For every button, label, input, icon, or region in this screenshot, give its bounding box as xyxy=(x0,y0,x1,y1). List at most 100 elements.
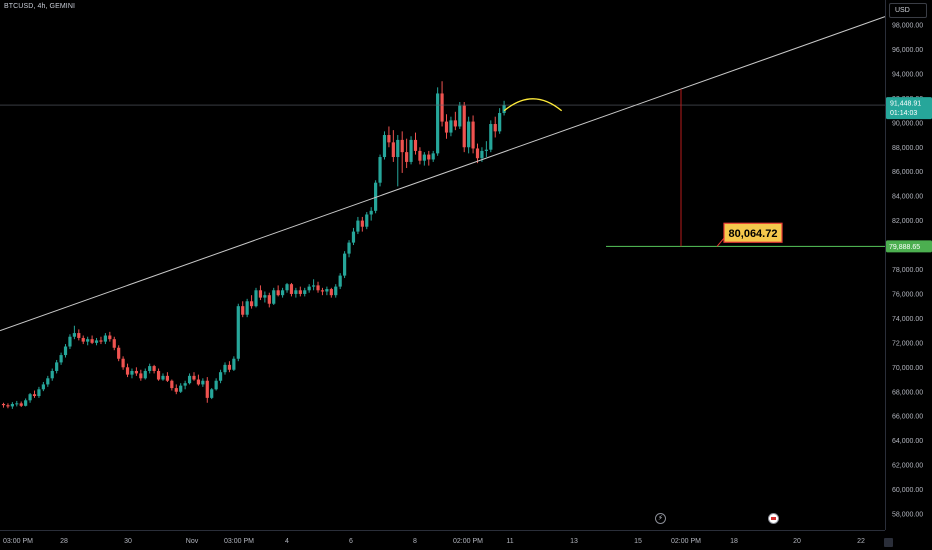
candle xyxy=(493,116,497,138)
candle-body xyxy=(15,403,19,405)
candle-body xyxy=(103,335,107,342)
candle xyxy=(103,333,107,345)
candle xyxy=(63,344,68,358)
candle-body xyxy=(50,370,54,379)
candle-body xyxy=(192,375,196,380)
candle xyxy=(285,282,289,293)
candle xyxy=(440,81,444,127)
candle xyxy=(467,116,471,154)
candle-body xyxy=(254,290,258,307)
candle xyxy=(68,334,72,349)
candle xyxy=(201,378,205,387)
candle xyxy=(422,152,426,166)
time-tick-label: 4 xyxy=(285,538,289,545)
candle xyxy=(289,282,294,297)
candle-body xyxy=(218,372,223,381)
candle xyxy=(449,116,453,137)
currency-button[interactable]: USD xyxy=(889,3,927,18)
time-tick-label: 13 xyxy=(570,538,578,545)
candle xyxy=(192,372,196,381)
candle xyxy=(24,398,28,407)
candle xyxy=(444,114,449,139)
candle-body xyxy=(55,362,59,371)
candle-body xyxy=(422,154,426,161)
candle-body xyxy=(90,339,94,343)
candle-body xyxy=(187,375,192,384)
candle xyxy=(81,335,85,345)
candle-body xyxy=(343,253,347,276)
candle-body xyxy=(307,286,311,291)
symbol-label[interactable]: BTCUSD, 4h, GEMINI xyxy=(4,3,76,10)
candle-body xyxy=(46,378,50,385)
time-tick-label: 03:00 PM xyxy=(224,538,254,545)
candle xyxy=(453,111,457,131)
candle-body xyxy=(431,153,435,160)
candle xyxy=(170,379,174,391)
candle-body xyxy=(493,124,497,132)
axis-settings-icon[interactable] xyxy=(884,538,893,547)
candle xyxy=(360,216,364,232)
current-price-label: 91,448.91 xyxy=(890,101,921,108)
candle-body xyxy=(205,380,209,398)
candle xyxy=(196,374,201,386)
candle xyxy=(405,138,409,169)
candle xyxy=(6,403,10,409)
candle xyxy=(263,291,267,303)
candle xyxy=(294,287,298,298)
candle-body xyxy=(86,339,90,342)
candle-body xyxy=(19,403,23,406)
price-tick-label: 64,000.00 xyxy=(892,438,923,445)
candle xyxy=(218,369,223,384)
candle xyxy=(325,286,329,296)
candle-body xyxy=(227,364,232,370)
candle-body xyxy=(232,358,236,370)
price-axis-ticks: 98,000.0096,000.0094,000.0092,000.0090,0… xyxy=(892,23,923,519)
candle xyxy=(298,286,302,297)
price-tick-label: 96,000.00 xyxy=(892,47,923,54)
candle-body xyxy=(170,380,174,389)
left-shoulder-arc xyxy=(503,98,563,112)
country-flag-event-icon[interactable] xyxy=(768,513,779,524)
candle-body xyxy=(28,394,32,401)
candle-body xyxy=(263,295,267,298)
candle xyxy=(130,368,134,379)
candle xyxy=(161,373,165,381)
candle-body xyxy=(241,306,245,315)
candle-body xyxy=(258,290,263,298)
price-tick-label: 78,000.00 xyxy=(892,267,923,274)
candle xyxy=(10,402,14,409)
candle xyxy=(409,136,413,165)
candle-body xyxy=(405,152,409,162)
price-tick-label: 98,000.00 xyxy=(892,23,923,30)
candle xyxy=(77,329,81,341)
candle xyxy=(374,180,378,214)
candle-body xyxy=(68,336,72,347)
candle-body xyxy=(72,333,76,337)
candle-body xyxy=(236,306,240,359)
candle-body xyxy=(245,301,249,315)
time-tick-label: 15 xyxy=(634,538,642,545)
candle xyxy=(387,126,391,148)
candle xyxy=(143,368,147,380)
time-tick-label: 02:00 PM xyxy=(671,538,701,545)
candle xyxy=(484,141,488,158)
candle-body xyxy=(161,375,165,380)
candle xyxy=(249,295,254,309)
price-tick-label: 88,000.00 xyxy=(892,145,923,152)
candle xyxy=(303,287,307,297)
candle-body xyxy=(37,389,41,397)
current-price-tag xyxy=(886,97,932,120)
time-tick-label: 20 xyxy=(793,538,801,545)
lightning-event-icon[interactable]: ⚡ xyxy=(655,513,666,524)
candle xyxy=(214,378,218,391)
candle xyxy=(347,240,351,258)
candle xyxy=(351,227,356,246)
candle-body xyxy=(24,400,28,406)
candle xyxy=(458,102,462,129)
candle-body xyxy=(41,384,45,390)
candle xyxy=(356,216,360,235)
candle-body xyxy=(351,231,356,243)
candle xyxy=(334,284,338,298)
